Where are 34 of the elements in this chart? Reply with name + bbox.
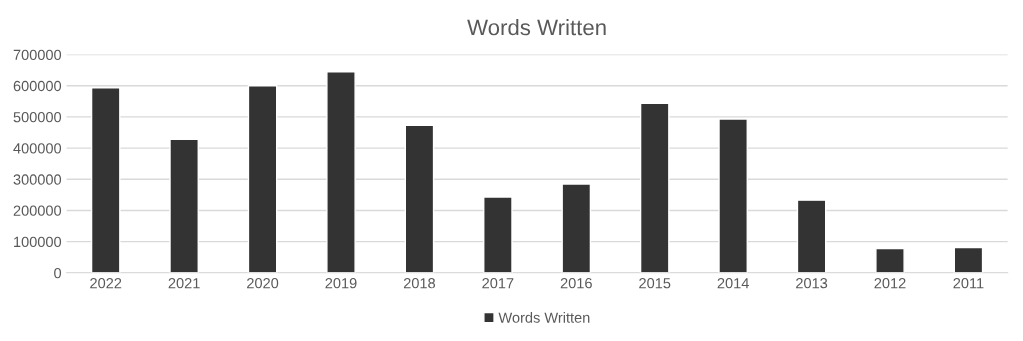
x-tick-label: 2022: [90, 278, 122, 289]
bar: [404, 124, 435, 273]
y-tick-label: 600000: [13, 80, 62, 92]
x-tick-label: 2015: [639, 278, 671, 289]
y-tick-label: 100000: [14, 236, 62, 248]
x-tick-label: 2018: [403, 278, 436, 289]
x-tick-label: 2011: [953, 278, 984, 289]
x-tick-label: 2020: [247, 278, 279, 289]
bar: [796, 199, 827, 273]
bar: [875, 247, 905, 273]
y-tick-label: 300000: [13, 174, 62, 185]
bar: [247, 85, 278, 273]
bar: [483, 196, 513, 273]
x-tick-label: 2017: [482, 278, 514, 289]
y-tick-label: 0: [54, 267, 62, 279]
x-tick-label: 2016: [560, 278, 592, 289]
x-tick-label: 2019: [325, 278, 357, 289]
bar: [953, 246, 984, 273]
x-tick-label: 2014: [717, 278, 749, 289]
bar: [561, 183, 592, 273]
x-tick-label: 2013: [796, 278, 828, 289]
chart-title: Words Written: [467, 19, 606, 36]
legend-label: Words Written: [498, 312, 590, 323]
bar: [326, 71, 356, 273]
y-tick-label: 500000: [13, 112, 62, 123]
bar: [90, 87, 121, 273]
bar: [169, 138, 199, 273]
bar: [639, 102, 670, 273]
y-tick-label: 400000: [13, 143, 62, 154]
x-tick-label: 2012: [874, 278, 906, 289]
y-tick-label: 200000: [13, 205, 62, 216]
x-tick-label: 2021: [168, 278, 200, 289]
y-tick-label: 700000: [13, 49, 62, 60]
bar: [718, 118, 748, 273]
